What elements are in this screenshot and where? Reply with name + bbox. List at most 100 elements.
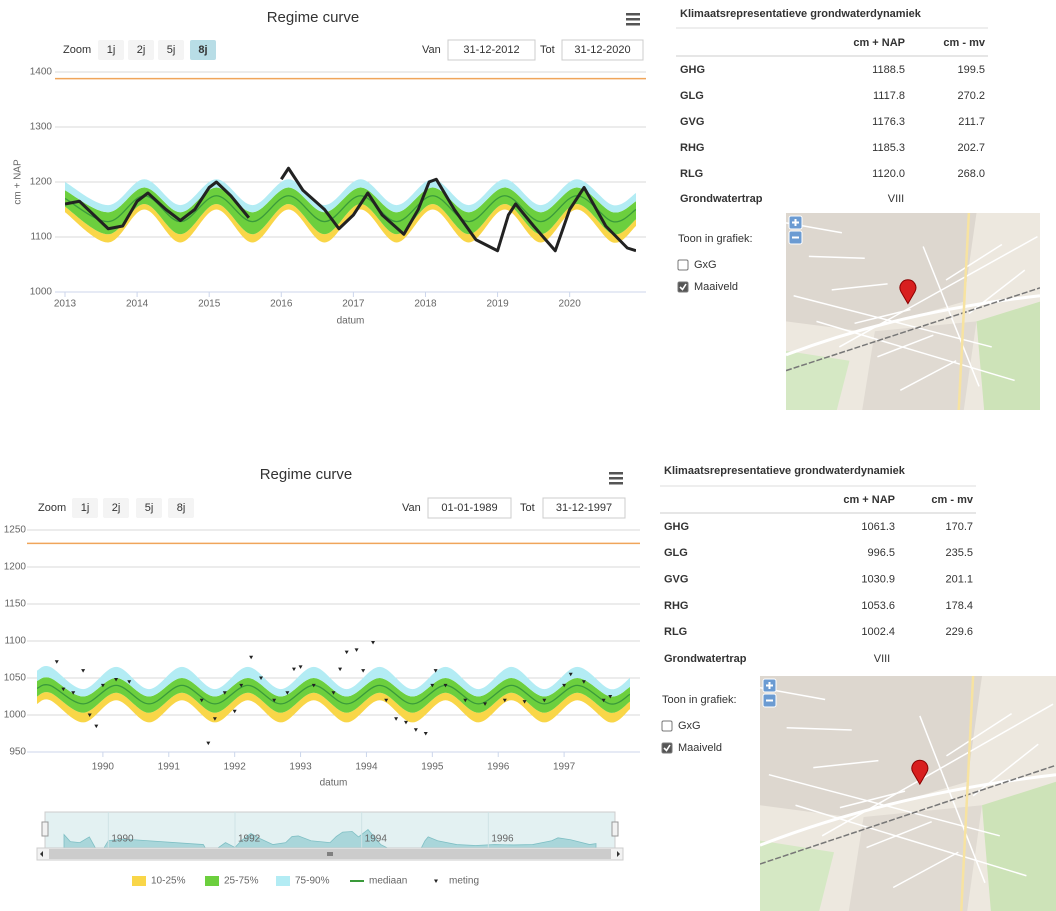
measurement-point <box>394 717 399 721</box>
y-tick-label: 1150 <box>4 599 26 610</box>
checkbox[interactable]: Maaiveld <box>677 281 738 293</box>
row-label: RLG <box>680 168 703 180</box>
zoom-button[interactable]: 2j <box>128 40 154 60</box>
navigator-handle[interactable] <box>611 821 619 837</box>
y-tick-label: 1000 <box>4 710 27 721</box>
column-header: cm + NAP <box>853 37 905 49</box>
zoom-button-label: 5j <box>145 502 154 514</box>
range-to-input[interactable] <box>561 39 644 61</box>
legend-swatch <box>276 876 290 886</box>
navigator-area <box>63 829 597 857</box>
range-to-label: Tot <box>520 502 535 514</box>
map-street <box>795 804 1027 877</box>
measurement-point <box>199 698 204 703</box>
range-from-input[interactable] <box>447 39 536 61</box>
map-street <box>808 255 865 260</box>
measurement-point <box>249 655 254 660</box>
map-street <box>946 712 1013 757</box>
x-axis-label: datum <box>320 778 348 789</box>
x-tick-label: 2013 <box>54 299 77 310</box>
measurement-point <box>601 698 606 703</box>
map-street <box>821 703 1054 837</box>
checkbox[interactable]: GxG <box>677 259 717 271</box>
chart-title: Regime curve <box>260 466 353 483</box>
x-tick-label: 1990 <box>92 762 115 773</box>
map[interactable] <box>760 676 1056 911</box>
checkbox[interactable]: Maaiveld <box>661 742 722 754</box>
table-cell: 229.6 <box>945 626 973 638</box>
map-marker[interactable] <box>911 759 929 786</box>
plot-area <box>37 640 630 746</box>
table-cell: 170.7 <box>945 521 973 533</box>
range-to-input[interactable] <box>542 497 626 519</box>
scrollbar-arrow-right[interactable] <box>617 851 620 857</box>
checkbox-box <box>661 742 673 754</box>
zoom-button-label: 1j <box>107 44 116 56</box>
x-tick-label: 2015 <box>198 299 221 310</box>
measurement-point <box>423 732 428 736</box>
legend-item[interactable]: meting <box>434 876 479 887</box>
measurement-point <box>371 640 376 645</box>
scrollbar-arrow-left[interactable] <box>40 851 43 857</box>
x-tick-label: 1997 <box>553 762 576 773</box>
y-tick-label: 1400 <box>30 67 53 78</box>
table-cell: 178.4 <box>945 600 973 612</box>
table-title: Klimaatsrepresentatieve grondwaterdynami… <box>664 465 906 477</box>
table-cell: 270.2 <box>957 90 985 102</box>
zoom-button[interactable]: 1j <box>98 40 124 60</box>
navigator-tick-label: 1996 <box>491 834 514 845</box>
zoom-button[interactable]: 8j <box>190 40 216 60</box>
map-street <box>972 743 1039 797</box>
table-cell: 201.1 <box>945 574 973 586</box>
legend-swatch <box>132 876 146 886</box>
menu-bar <box>609 472 623 475</box>
y-tick-label: 1100 <box>4 636 26 647</box>
row-label: GVG <box>680 116 704 128</box>
zoom-button[interactable]: 2j <box>103 498 129 518</box>
measurement-point <box>94 724 99 729</box>
checkbox-label: GxG <box>694 259 717 271</box>
zoom-button[interactable]: 1j <box>72 498 98 518</box>
zoom-button-bg <box>136 498 162 518</box>
percentile-band <box>37 692 630 723</box>
table-cell: 1002.4 <box>861 626 895 638</box>
zoom-button-label: 2j <box>112 502 121 514</box>
legend-item[interactable]: 75-90% <box>276 876 330 887</box>
menu-button[interactable] <box>626 13 640 26</box>
x-tick-label: 1995 <box>421 762 444 773</box>
map-railway <box>786 287 1040 372</box>
navigator-handle[interactable] <box>41 821 49 837</box>
row-label: GHG <box>664 521 689 533</box>
measurement-point <box>413 728 418 732</box>
row-label: RHG <box>680 142 704 154</box>
map-street <box>877 334 934 358</box>
table-cell: 1117.8 <box>873 90 905 102</box>
range-from-input[interactable] <box>427 497 512 519</box>
checkbox[interactable]: GxG <box>661 720 701 732</box>
menu-button[interactable] <box>609 472 623 485</box>
legend-item[interactable]: 25-75% <box>205 876 259 887</box>
measurement-point <box>127 680 132 684</box>
chart-panel: Regime curve Zoom 1j 2j 5j 8j Van 01-01-1989 Tot… <box>4 466 640 887</box>
navigator-tick-label: 1992 <box>238 834 261 845</box>
x-axis-label: datum <box>337 316 365 327</box>
measurement-point <box>239 683 244 688</box>
measurement-point <box>433 669 438 673</box>
menu-bar <box>626 18 640 21</box>
measurement-point <box>61 687 66 692</box>
legend-item[interactable]: 10-25% <box>132 876 186 887</box>
table-cell: 199.5 <box>957 64 985 76</box>
legend-label: mediaan <box>369 876 407 887</box>
zoom-button-label: 8j <box>177 502 186 514</box>
zoom-button[interactable]: 5j <box>158 40 184 60</box>
map[interactable] <box>786 213 1040 410</box>
navigator[interactable]: 1990 1992 1994 1996 <box>36 811 624 861</box>
map-marker[interactable] <box>899 279 917 305</box>
measurement-point <box>542 698 547 703</box>
menu-bar <box>609 477 623 480</box>
legend-item[interactable]: mediaan <box>350 876 407 887</box>
zoom-button[interactable]: 5j <box>136 498 162 518</box>
map-street <box>813 759 879 769</box>
zoom-button[interactable]: 8j <box>168 498 194 518</box>
y-tick-label: 1200 <box>4 562 27 573</box>
